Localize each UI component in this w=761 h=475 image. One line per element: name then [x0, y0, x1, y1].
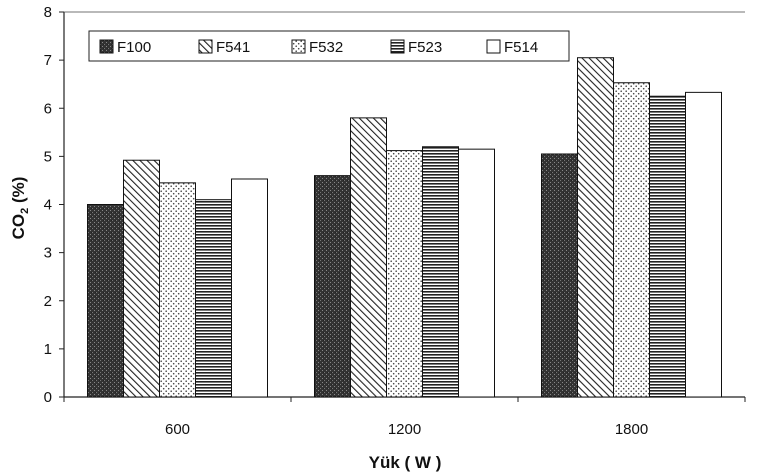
- legend-label-F100: F100: [117, 39, 151, 56]
- bar-F541-1200: [350, 117, 387, 398]
- bar-F100-600: [87, 204, 124, 398]
- x-axis-title: Yük ( W ): [369, 453, 442, 472]
- y-axis-title: CO2 (%): [9, 177, 31, 240]
- y-axis-title-main: CO: [9, 214, 28, 240]
- y-tick-label: 7: [44, 52, 52, 69]
- legend: F100 F541 F532 F523 F514: [88, 30, 570, 62]
- legend-label-F532: F532: [309, 39, 343, 56]
- bar-F514-1800: [685, 91, 722, 398]
- y-tick-label: 8: [44, 4, 52, 21]
- y-tick-label: 1: [44, 341, 52, 358]
- bar-F523-600: [195, 199, 232, 398]
- bar-F532-1200: [386, 150, 423, 398]
- bar-group: [87, 57, 722, 398]
- legend-swatch-F514: [486, 39, 501, 54]
- legend-swatch-F541: [198, 39, 213, 54]
- y-tick-label: 0: [44, 389, 52, 406]
- legend-swatch-F532: [291, 39, 306, 54]
- legend-label-F523: F523: [408, 39, 442, 56]
- bar-F100-1200: [314, 175, 351, 398]
- y-tick-label: 2: [44, 293, 52, 310]
- bar-F523-1200: [422, 146, 459, 398]
- y-axis-title-unit: (%): [9, 177, 28, 208]
- bar-F532-600: [159, 182, 196, 398]
- legend-label-F541: F541: [216, 39, 250, 56]
- y-tick-label: 3: [44, 245, 52, 262]
- x-tick-label: 1200: [388, 421, 421, 438]
- legend-swatch-F523: [390, 39, 405, 54]
- bar-F541-1800: [577, 57, 614, 398]
- bar-F523-1800: [649, 95, 686, 398]
- x-axis-ticks: 600 1200 1800: [63, 397, 746, 438]
- x-tick-label: 600: [165, 421, 190, 438]
- bar-F514-600: [231, 178, 268, 398]
- legend-swatch-F100: [99, 39, 114, 54]
- bar-F100-1800: [541, 153, 578, 398]
- bar-F514-1200: [458, 148, 495, 398]
- bar-F541-600: [123, 159, 160, 398]
- y-tick-label: 5: [44, 148, 52, 165]
- y-axis-ticks: 0 1 2 3 4 5 6 7 8: [44, 4, 64, 406]
- y-tick-label: 4: [44, 197, 52, 214]
- x-tick-label: 1800: [615, 421, 648, 438]
- bar-F532-1800: [613, 82, 650, 398]
- y-axis-title-subscript: 2: [19, 208, 31, 214]
- legend-label-F514: F514: [504, 39, 538, 56]
- y-tick-label: 6: [44, 100, 52, 117]
